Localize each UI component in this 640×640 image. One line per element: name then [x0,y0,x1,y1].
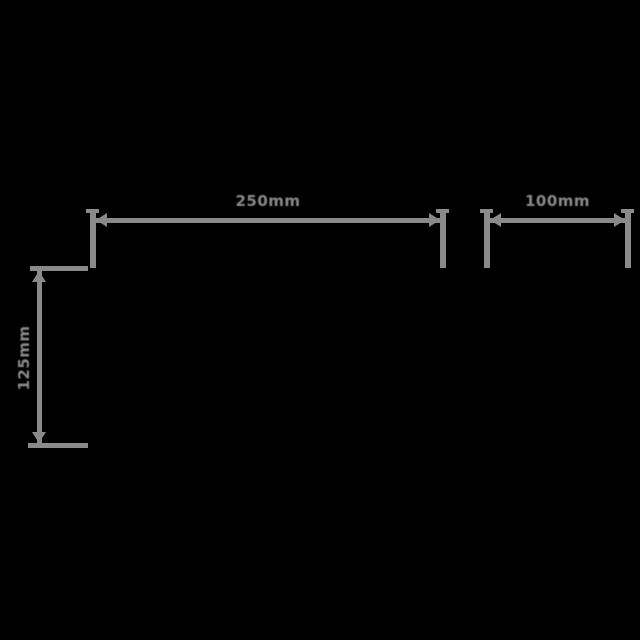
extension-line [90,211,96,268]
arrowhead-left-icon [490,213,501,227]
right-width-label: 100mm [524,192,591,210]
extension-line [440,211,446,268]
top-width-label: 250mm [235,192,301,210]
dimension-line [490,218,625,223]
extension-line [484,211,490,268]
arrowhead-right-icon [429,213,440,227]
dimension-line [96,218,440,223]
extension-line-cap [436,209,449,213]
arrowhead-left-icon [96,213,107,227]
left-height-label: 125mm [15,325,33,391]
arrowhead-up-icon [32,271,46,282]
extension-line [28,443,88,448]
extension-line [625,211,631,268]
extension-line-cap [480,209,493,213]
arrowhead-right-icon [614,213,625,227]
extension-line [30,266,88,271]
arrowhead-down-icon [32,432,46,443]
dimension-line [37,271,42,443]
extension-line-cap [621,209,634,213]
extension-line-cap [86,209,99,213]
